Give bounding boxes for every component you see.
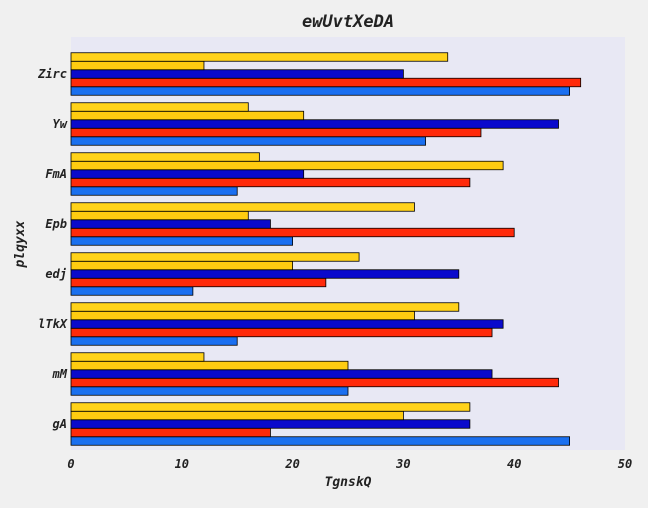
- bar-FmA-s4: [70, 160, 504, 171]
- bar-edj-s3: [70, 269, 460, 279]
- y-tick-label-FmA: FmA: [45, 167, 67, 181]
- bar-Zirc-s5: [70, 52, 449, 62]
- bar-mM-s3: [70, 369, 493, 379]
- y-axis-label: plqyxx: [13, 220, 28, 268]
- bar-Epb-s5: [70, 202, 415, 212]
- bar-Yw-s1: [70, 136, 426, 146]
- bar-gA-s2: [70, 427, 271, 438]
- bar-lTkX-s2: [70, 327, 493, 338]
- y-tick-label-lTkX: lTkX: [38, 317, 68, 331]
- bar-FmA-s5: [70, 152, 260, 162]
- bar-Epb-s1: [70, 236, 294, 246]
- bar-Yw-s4: [70, 110, 305, 121]
- bar-mM-s4: [70, 360, 349, 371]
- x-tick-label-30: 30: [395, 457, 410, 471]
- x-tick-label-40: 40: [507, 457, 521, 471]
- bar-lTkX-s1: [70, 336, 238, 346]
- bars-layer: [70, 52, 582, 446]
- y-axis-ticks: gA mM lTkX edj Epb FmA Yw Zirc: [37, 67, 68, 431]
- bar-edj-s4: [70, 260, 294, 271]
- x-axis-ticks: 0 10 20 30 40 50: [67, 457, 632, 471]
- bar-Epb-s4: [70, 210, 249, 221]
- bar-edj-s2: [70, 277, 327, 288]
- x-axis-label: TgnskQ: [325, 475, 372, 490]
- bar-gA-s1: [70, 436, 571, 446]
- bar-mM-s1: [70, 386, 349, 396]
- bar-Zirc-s4: [70, 60, 205, 71]
- x-tick-label-50: 50: [618, 457, 632, 471]
- bar-Zirc-s2: [70, 77, 582, 88]
- bar-Epb-s2: [70, 227, 515, 238]
- y-tick-label-gA: gA: [53, 417, 67, 431]
- y-tick-label-Zirc: Zirc: [37, 67, 67, 81]
- bar-mM-s2: [70, 377, 559, 388]
- x-tick-label-10: 10: [175, 457, 189, 471]
- bar-edj-s5: [70, 252, 360, 262]
- bar-FmA-s2: [70, 177, 471, 188]
- bar-Yw-s5: [70, 102, 249, 112]
- bar-gA-s4: [70, 410, 404, 421]
- bar-gA-s5: [70, 402, 471, 412]
- y-tick-label-Epb: Epb: [45, 217, 67, 231]
- bar-gA-s3: [70, 419, 471, 429]
- bar-Epb-s3: [70, 219, 271, 229]
- chart-title: ewUvtXeDA: [302, 12, 394, 32]
- bar-mM-s5: [70, 352, 205, 362]
- bar-lTkX-s5: [70, 302, 460, 312]
- bar-Yw-s2: [70, 127, 482, 138]
- bar-lTkX-s3: [70, 319, 504, 329]
- bar-FmA-s3: [70, 169, 305, 179]
- bar-Zirc-s3: [70, 69, 404, 79]
- x-tick-label-20: 20: [284, 457, 299, 471]
- bar-lTkX-s4: [70, 310, 415, 321]
- y-tick-label-edj: edj: [45, 267, 67, 281]
- bar-edj-s1: [70, 286, 194, 296]
- y-tick-label-mM: mM: [52, 367, 68, 381]
- bar-FmA-s1: [70, 186, 238, 196]
- bar-Zirc-s1: [70, 86, 571, 96]
- bar-Yw-s3: [70, 119, 559, 129]
- y-tick-label-Yw: Yw: [53, 117, 68, 131]
- x-tick-label-0: 0: [67, 457, 74, 471]
